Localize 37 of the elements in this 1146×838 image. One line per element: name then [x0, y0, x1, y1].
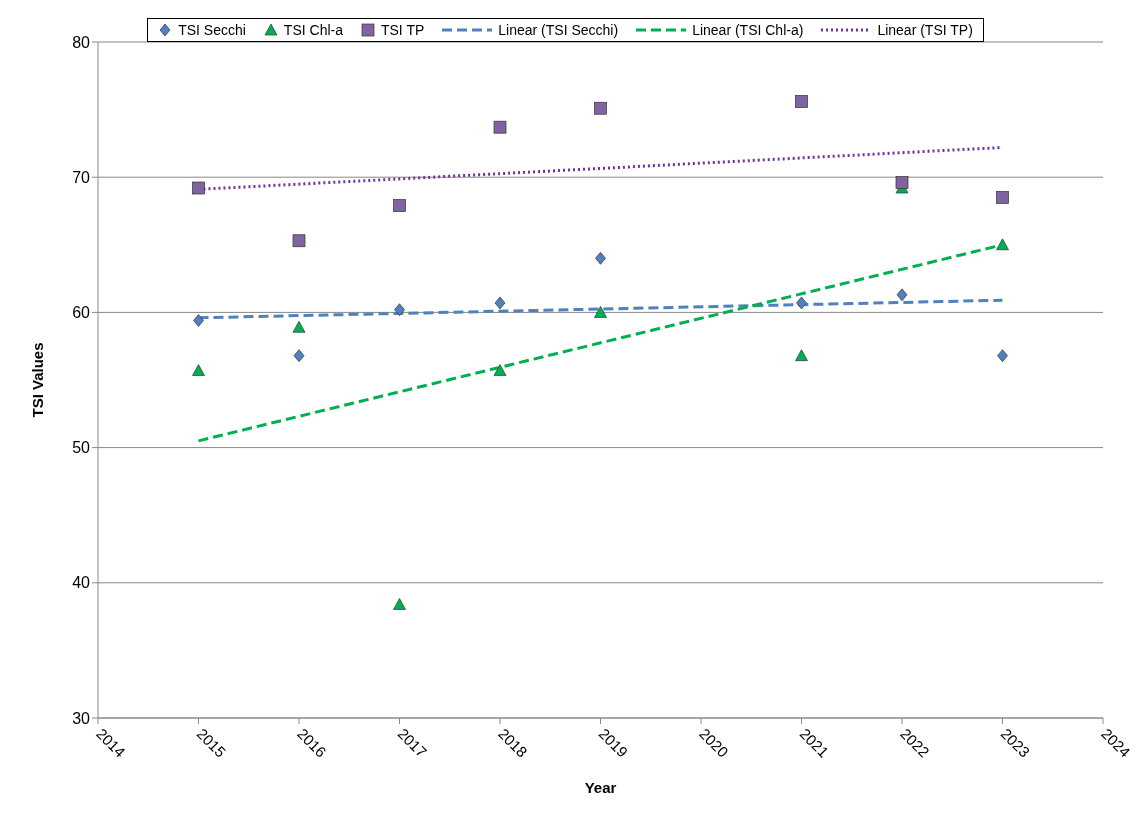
- y-tick-label: 50: [72, 439, 91, 457]
- point: [393, 199, 406, 212]
- y-axis-title: TSI Values: [29, 342, 47, 418]
- point: [795, 349, 808, 362]
- point: [895, 176, 909, 189]
- legend-label: Linear (TSI Chl-a): [692, 22, 804, 38]
- point: [594, 306, 607, 318]
- legend-label: TSI Chl-a: [283, 22, 343, 38]
- point: [996, 191, 1009, 204]
- point: [493, 364, 507, 376]
- x-axis-title: Year: [584, 779, 617, 796]
- y-tick-label: 30: [72, 709, 91, 727]
- point: [394, 303, 405, 317]
- point: [796, 296, 807, 310]
- point: [896, 288, 908, 302]
- point: [996, 238, 1009, 251]
- point: [193, 314, 204, 327]
- point: [795, 95, 808, 108]
- y-tick-label: 80: [72, 33, 91, 51]
- point: [393, 598, 406, 610]
- legend-label: TSI Secchi: [178, 22, 246, 38]
- point: [595, 251, 606, 265]
- point: [192, 181, 205, 195]
- point: [494, 296, 506, 310]
- point: [594, 101, 607, 115]
- legend-label: Linear (TSI Secchi): [498, 22, 619, 38]
- point: [493, 120, 507, 134]
- y-tick-label: 40: [72, 574, 91, 592]
- point: [192, 364, 205, 376]
- point: [997, 349, 1008, 363]
- legend-label: TSI TP: [380, 22, 425, 38]
- point: [293, 349, 305, 363]
- point: [292, 234, 306, 248]
- y-tick-label: 70: [72, 168, 91, 186]
- y-tick-label: 60: [72, 304, 91, 322]
- point: [292, 320, 306, 333]
- legend-label: Linear (TSI TP): [877, 22, 973, 38]
